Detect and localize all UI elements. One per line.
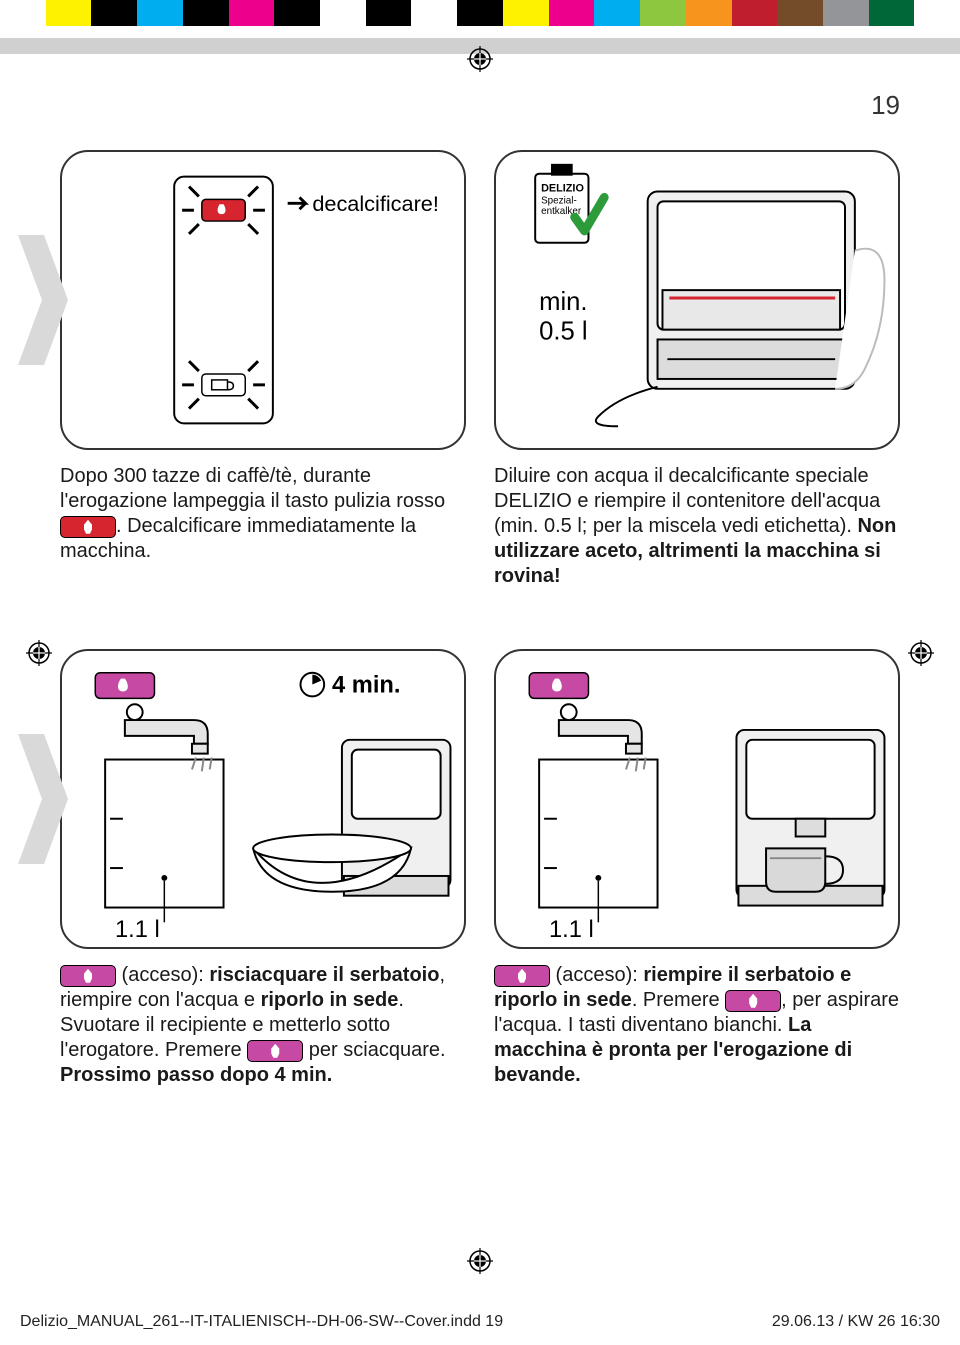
print-footer: Delizio_MANUAL_261--IT-ITALIENISCH--DH-0… <box>20 1313 940 1331</box>
step-4: 1.1 l (acceso): riempire il ser <box>494 649 900 1088</box>
decalc-label: decalcificare! <box>312 191 439 216</box>
printer-color-bar <box>0 0 960 26</box>
caption-text: (acceso): <box>550 964 643 986</box>
step-1: decalcificare! Dopo 300 tazze di caffè/t… <box>60 150 466 589</box>
step-4-caption: (acceso): riempire il serbatoio e riporl… <box>494 963 900 1088</box>
step-3-caption: (acceso): risciacquare il serbatoio, rie… <box>60 963 466 1088</box>
caption-text: (acceso): <box>116 964 209 986</box>
caption-text: Diluire con acqua il decalcificante spec… <box>494 465 880 537</box>
registration-mark-icon <box>467 46 493 72</box>
page-number: 19 <box>871 90 900 121</box>
page-content: 19 <box>60 90 900 1230</box>
step-2-illustration: DELIZIO Spezial- entkalker min. 0.5 l <box>494 150 900 450</box>
pink-button-icon <box>494 965 550 987</box>
step-2-caption: Diluire con acqua il decalcificante spec… <box>494 464 900 589</box>
product-label: DELIZIO <box>541 182 584 194</box>
min-label: min. <box>539 288 587 316</box>
pink-button-icon <box>247 1040 303 1062</box>
volume-label: 1.1 l <box>549 917 594 943</box>
footer-date: 29.06.13 / KW 26 16:30 <box>772 1313 940 1331</box>
step-3-illustration: 4 min. 1.1 l <box>60 649 466 949</box>
step-1-illustration: decalcificare! <box>60 150 466 450</box>
arrow-chevron-icon <box>18 734 68 864</box>
step-4-illustration: 1.1 l <box>494 649 900 949</box>
caption-bold: Prossimo passo dopo 4 min. <box>60 1064 332 1086</box>
pink-button-icon <box>60 965 116 987</box>
volume-label: 1.1 l <box>115 917 160 943</box>
caption-text: Dopo 300 tazze di caffè/tè, durante l'er… <box>60 465 445 512</box>
volume-label: 0.5 l <box>539 317 587 345</box>
step-2: DELIZIO Spezial- entkalker min. 0.5 l <box>494 150 900 589</box>
registration-mark-icon <box>26 640 52 666</box>
caption-text: per sciacquare. <box>303 1039 445 1061</box>
pink-button-icon <box>725 990 781 1012</box>
caption-text: . Premere <box>632 989 725 1011</box>
timer-label: 4 min. <box>332 672 400 698</box>
footer-file: Delizio_MANUAL_261--IT-ITALIENISCH--DH-0… <box>20 1313 503 1331</box>
step-1-caption: Dopo 300 tazze di caffè/tè, durante l'er… <box>60 464 466 564</box>
arrow-chevron-icon <box>18 235 68 365</box>
caption-bold: risciacquare il serbatoio <box>209 964 439 986</box>
red-button-icon <box>60 516 116 538</box>
caption-bold: riporlo in sede <box>261 989 399 1011</box>
registration-mark-icon <box>467 1248 493 1274</box>
product-label: Spezial- <box>541 195 577 206</box>
registration-mark-icon <box>908 640 934 666</box>
step-3: 4 min. 1.1 l <box>60 649 466 1088</box>
